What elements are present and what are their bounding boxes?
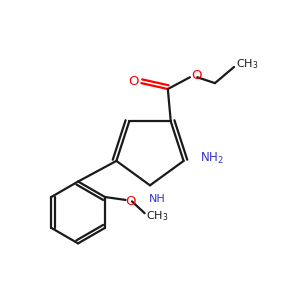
Text: O: O — [191, 69, 202, 82]
Text: CH$_3$: CH$_3$ — [146, 209, 169, 223]
Text: O: O — [126, 195, 136, 208]
Text: O: O — [129, 75, 139, 88]
Text: NH: NH — [149, 194, 166, 204]
Text: NH$_2$: NH$_2$ — [200, 150, 224, 166]
Text: CH$_3$: CH$_3$ — [236, 57, 259, 71]
